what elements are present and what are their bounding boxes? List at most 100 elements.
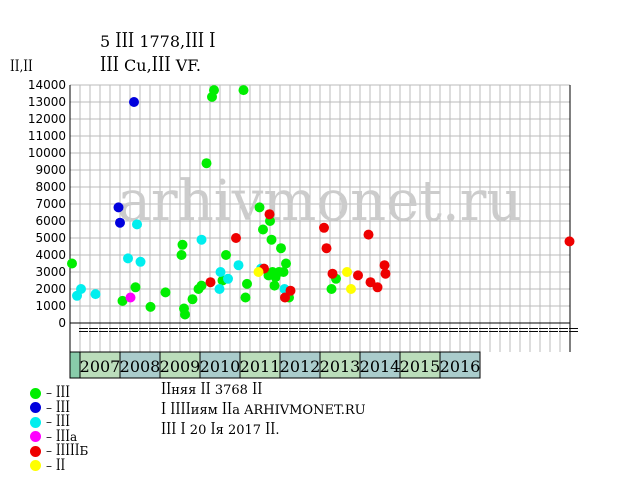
data-point-cyan [135, 256, 146, 267]
quarter-label: ꟾꟾ [216, 327, 229, 333]
data-point-blue [129, 97, 139, 107]
data-point-cyan [132, 219, 142, 230]
note-line-2: ꟾ ꟾꟾꟾꟾиям ꟾꟾа ARHIVMONET.RU [161, 403, 366, 418]
quarter-label: ꟾꟾ [296, 327, 309, 333]
data-point-green [187, 294, 198, 305]
quarter-label: ꟾꟾ [336, 327, 349, 333]
quarter-label: ꟾꟾ [526, 327, 539, 333]
data-point-green [209, 85, 219, 96]
year-label-2009: 2009 [160, 357, 201, 376]
legend-label: – ꟾꟾꟾ [46, 400, 71, 415]
data-point-green [180, 309, 190, 320]
year-cell-2012 [279, 351, 321, 379]
quarter-label: ꟾꟾ [506, 327, 519, 333]
note-line-3: ꟾꟾꟾ ꟾ 20 ꟾя 2017 ꟾꟾ. [161, 423, 280, 438]
y-tick-label: 2000 [35, 282, 66, 296]
quarter-label: ꟾꟾ [446, 327, 459, 333]
data-point-red [285, 285, 296, 296]
quarter-label: ꟾꟾ [566, 327, 579, 333]
quarter-label: ꟾꟾ [106, 327, 119, 333]
year-label-2007: 2007 [80, 357, 121, 376]
data-point-green [238, 85, 249, 96]
quarter-label: ꟾꟾ [456, 327, 469, 333]
year-cell-2010 [199, 351, 241, 379]
chart-title-line1: 5 ꟾꟾꟾ 1778,ꟾꟾꟾ ꟾ [100, 32, 216, 51]
data-point-red [280, 292, 290, 303]
quarter-label: ꟾꟾ [266, 327, 279, 333]
legend-swatch [30, 402, 41, 413]
data-point-green [177, 239, 188, 250]
legend-label: – ꟾꟾꟾа [46, 429, 78, 444]
data-point-green [242, 278, 252, 289]
quarter-label: ꟾꟾ [476, 327, 489, 333]
year-label-2014: 2014 [360, 357, 401, 376]
quarter-label: ꟾꟾ [376, 327, 389, 333]
quarter-label: ꟾꟾ [86, 327, 99, 333]
note-line-1: ꟾꟾняя ꟾꟾ 3768 ꟾꟾ [161, 383, 263, 398]
y-tick-label: 0 [58, 316, 66, 330]
quarter-label: ꟾꟾ [366, 327, 379, 333]
quarter-label: ꟾꟾ [536, 327, 549, 333]
data-point-green [196, 280, 207, 291]
data-point-cyan [196, 234, 207, 245]
quarter-label: ꟾꟾ [186, 327, 199, 333]
y-tick-label: 3000 [35, 265, 66, 279]
data-point-yellow [253, 267, 264, 277]
data-point-cyan [90, 289, 101, 300]
data-point-green [117, 295, 128, 306]
quarter-label: ꟾꟾ [306, 327, 319, 333]
year-bar: 2007 2008 2009 2010 2011 2012 2013 2014 2015 2016 [69, 351, 481, 379]
data-point-green [254, 202, 265, 213]
quarter-label: ꟾꟾ [426, 327, 439, 333]
data-point-green [160, 287, 171, 298]
legend-swatch [30, 431, 41, 442]
y-tick-label: 13000 [28, 95, 66, 109]
y-tick-label: 14000 [28, 78, 66, 92]
quarter-label: ꟾꟾ [76, 327, 89, 333]
year-label-2008: 2008 [120, 357, 161, 376]
legend-label: – ꟾꟾ [46, 458, 66, 473]
quarter-label: ꟾꟾ [286, 327, 299, 333]
data-point-green [266, 234, 277, 245]
data-point-red [372, 282, 383, 293]
data-points [67, 85, 575, 320]
data-point-red [564, 236, 575, 247]
legend-swatch [30, 416, 41, 428]
year-label-2011: 2011 [240, 357, 281, 376]
data-point-red [363, 229, 374, 240]
quarter-label: ꟾꟾ [226, 327, 239, 333]
quarter-label: ꟾꟾ [486, 327, 499, 333]
data-point-cyan [214, 284, 225, 294]
quarter-label: ꟾꟾ [136, 327, 149, 333]
quarter-label: ꟾꟾ [356, 327, 369, 333]
year-label-2015: 2015 [400, 357, 441, 376]
data-point-cyan [123, 253, 133, 264]
y-tick-label: 1000 [35, 299, 66, 313]
quarter-label: ꟾꟾ [246, 327, 259, 333]
year-label-2016: 2016 [440, 357, 481, 376]
year-label-2013: 2013 [320, 357, 361, 376]
data-point-green [145, 301, 156, 312]
data-point-red [319, 222, 329, 233]
data-point-red [231, 233, 241, 243]
data-point-yellow [346, 284, 356, 294]
data-point-red [327, 268, 338, 279]
quarter-label: ꟾꟾ [326, 327, 339, 333]
data-point-green [240, 292, 251, 303]
data-point-blue [113, 202, 124, 213]
data-point-blue [115, 217, 125, 228]
quarter-label: ꟾꟾ [406, 327, 419, 333]
quarter-label: ꟾꟾ [546, 327, 559, 333]
data-point-yellow [342, 267, 352, 277]
quarter-label: ꟾꟾ [256, 327, 269, 333]
legend-item: – ꟾꟾꟾа [30, 430, 77, 444]
data-point-green [130, 282, 141, 293]
quarter-label: ꟾꟾ [436, 327, 449, 333]
year-bar-leading-cell [69, 351, 81, 379]
quarter-label: ꟾꟾ [516, 327, 529, 333]
data-point-green [281, 258, 291, 269]
data-point-green [201, 158, 212, 169]
data-point-green [221, 250, 231, 260]
data-point-green [176, 250, 187, 260]
